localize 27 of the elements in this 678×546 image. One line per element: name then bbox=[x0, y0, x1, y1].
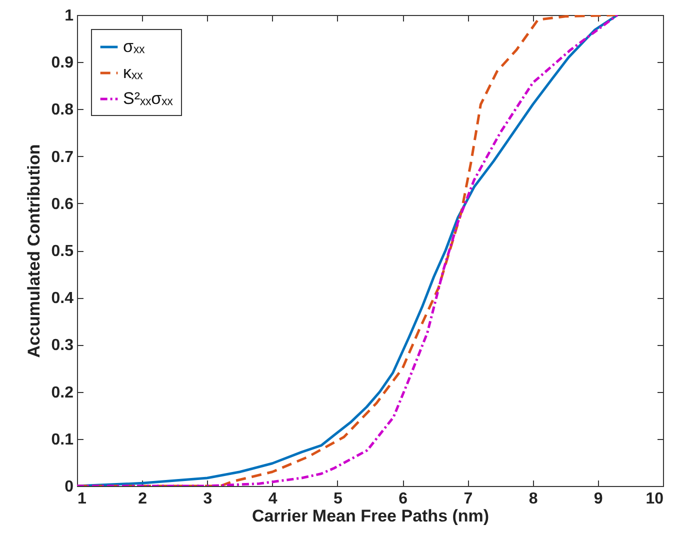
x-tick-label: 1 bbox=[78, 490, 86, 508]
y-tick-label: 0 bbox=[64, 478, 74, 496]
x-tick-label: 6 bbox=[398, 490, 408, 508]
x-axis-title: Carrier Mean Free Paths (nm) bbox=[252, 506, 490, 526]
x-tick-label: 5 bbox=[333, 490, 342, 508]
x-tick-label: 3 bbox=[203, 490, 212, 508]
legend-label: κₓₓ bbox=[123, 63, 144, 82]
x-tick-label: 7 bbox=[464, 490, 473, 508]
y-tick-label: 0.3 bbox=[51, 337, 74, 354]
x-tick-label: 4 bbox=[268, 490, 278, 508]
y-tick-label: 0.1 bbox=[51, 431, 74, 448]
x-tick-label: 2 bbox=[138, 490, 148, 508]
y-axis-title: Accumulated Contribution bbox=[24, 144, 44, 358]
y-tick-label: 0.4 bbox=[51, 290, 74, 308]
x-tick-label: 8 bbox=[528, 490, 538, 508]
y-tick-label: 1 bbox=[64, 8, 74, 24]
legend-label: σₓₓ bbox=[123, 37, 146, 56]
legend-label: S²ₓₓσₓₓ bbox=[123, 89, 174, 108]
y-tick-label: 0.5 bbox=[51, 243, 74, 260]
x-tick-label: 10 bbox=[646, 490, 664, 508]
y-tick-label: 0.2 bbox=[51, 384, 74, 402]
y-tick-label: 0.7 bbox=[51, 148, 74, 166]
line-series bbox=[77, 15, 619, 486]
x-tick-label: 9 bbox=[594, 490, 603, 508]
y-tick-label: 0.8 bbox=[51, 102, 74, 119]
y-tick-label: 0.9 bbox=[51, 54, 74, 72]
y-tick-label: 0.6 bbox=[51, 196, 74, 213]
